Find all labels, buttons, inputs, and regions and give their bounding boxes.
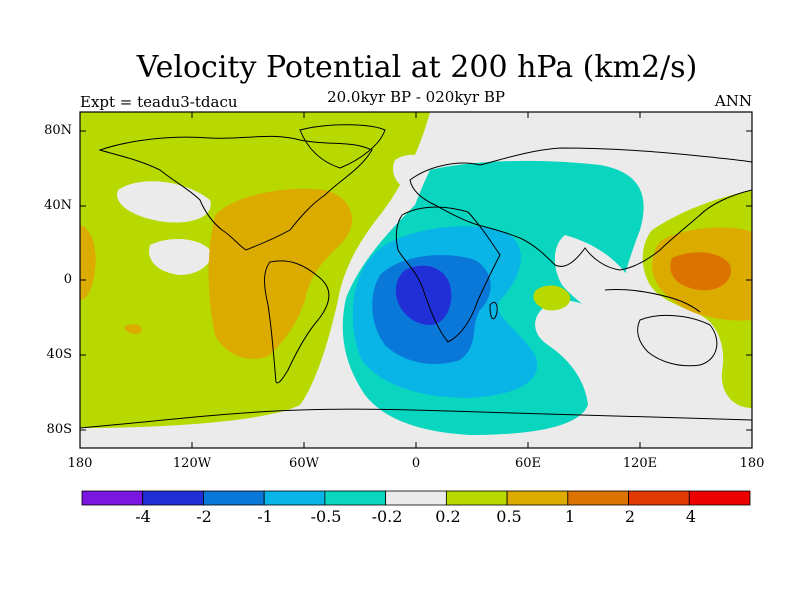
lat-tick-40s: 40S [46, 347, 72, 362]
lat-tick-80s: 80S [46, 422, 72, 437]
neutral-hole-pacific [149, 238, 211, 275]
colorbar-swatch [324, 490, 387, 506]
chart-subtitle: 20.0kyr BP - 020kyr BP [327, 88, 505, 106]
colorbar-swatch [263, 490, 326, 506]
lon-tick-180w: 180 [67, 456, 93, 471]
lat-tick-40n: 40N [44, 198, 72, 213]
lon-tick-60w: 60W [289, 456, 319, 471]
positive-region-americas [208, 188, 352, 359]
colorbar-label: 4 [685, 507, 697, 526]
colorbar-label: -0.2 [371, 507, 403, 526]
colorbar-label: 1 [564, 507, 576, 526]
positive-region-dateline-west [80, 225, 96, 300]
colorbar-swatch [506, 490, 569, 506]
neutral-indian-pocket [554, 235, 637, 321]
coastlines [80, 124, 752, 429]
coast-north-america [98, 135, 373, 251]
colorbar-swatch [628, 490, 690, 506]
colorbar-label: -4 [135, 507, 151, 526]
positive-spot-small [124, 324, 142, 335]
axis-ticks [79, 112, 753, 448]
coast-greenland [299, 124, 386, 169]
lon-tick-180e: 180 [739, 456, 765, 471]
lon-tick-120w: 120W [172, 456, 212, 471]
colorbar-label: 2 [624, 507, 636, 526]
colorbar-swatch [81, 490, 144, 506]
chart-title: Velocity Potential at 200 hPa (km2/s) [136, 50, 698, 85]
coast-indonesia [604, 289, 701, 313]
colorbar-label: 0.2 [435, 507, 461, 526]
positive-indian-blob [533, 285, 571, 311]
colorbar-label: 0.5 [496, 507, 522, 526]
neutral-hole-north [117, 181, 211, 223]
season-label: ANN [714, 92, 752, 110]
colorbar-swatch [688, 490, 751, 506]
coast-africa [395, 206, 501, 343]
colorbar-label: -2 [196, 507, 212, 526]
coast-australia [637, 315, 718, 367]
colorbar-label: -0.5 [310, 507, 342, 526]
coast-madagascar [489, 301, 498, 320]
colorbar-swatch [142, 490, 204, 506]
colorbar-label: -1 [257, 507, 273, 526]
coast-eurasia [409, 147, 752, 271]
experiment-label: Expt = teadu3-tdacu [80, 93, 238, 111]
colorbar [81, 490, 751, 506]
lon-tick-120e: 120E [622, 456, 658, 471]
lon-tick-0: 0 [411, 456, 421, 471]
coast-south-america [264, 260, 330, 384]
colorbar-swatch [203, 490, 265, 506]
colorbar-swatch [567, 490, 629, 506]
negative-region-africa-core [395, 265, 452, 325]
colorbar-swatch [385, 490, 447, 506]
lat-tick-80n: 80N [44, 123, 72, 138]
coast-antarctica [80, 408, 752, 429]
contour-fields [80, 112, 752, 448]
positive-region-west-pacific-core [670, 252, 731, 291]
lat-tick-0: 0 [63, 272, 72, 287]
colorbar-swatch [445, 490, 508, 506]
lon-tick-60e: 60E [514, 456, 542, 471]
